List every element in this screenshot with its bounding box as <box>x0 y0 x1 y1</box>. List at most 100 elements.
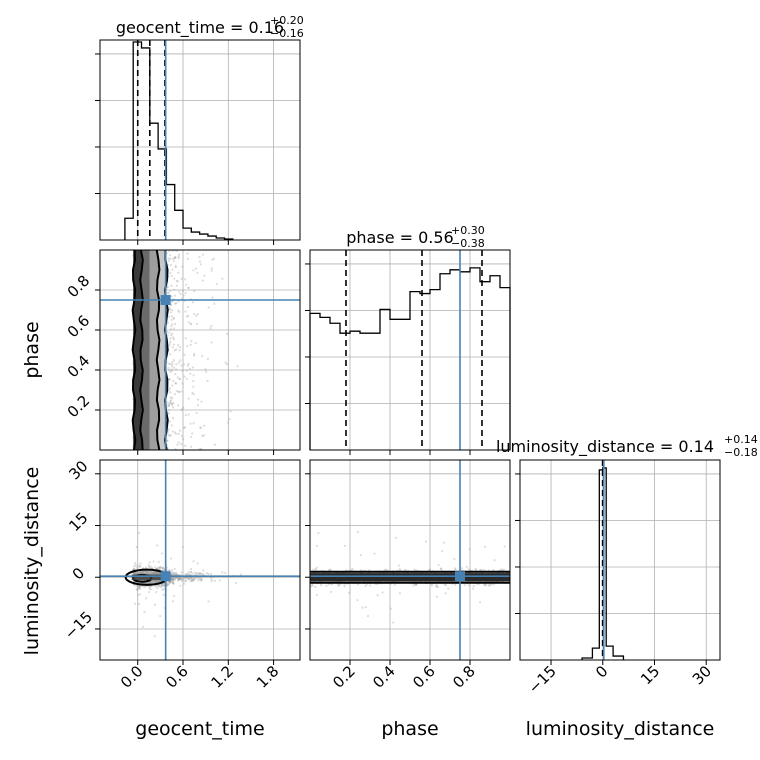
sample-point <box>199 572 202 575</box>
sample-point <box>153 571 157 575</box>
sample-point <box>187 286 190 289</box>
sample-point <box>170 368 173 371</box>
y-tick-label: 0.2 <box>64 392 94 422</box>
sample-point <box>192 352 196 355</box>
sample-point <box>170 573 173 576</box>
sample-point <box>154 572 157 575</box>
title-luminosity-distance: luminosity_distance = 0.14 <box>496 437 714 457</box>
sample-point <box>153 635 156 638</box>
sample-point <box>184 576 187 579</box>
sample-point <box>156 571 159 575</box>
sample-point <box>171 300 174 303</box>
sample-point <box>161 566 164 570</box>
sample-point <box>195 576 198 579</box>
sample-point <box>239 573 243 576</box>
sample-point <box>398 592 401 595</box>
sample-point <box>193 354 196 357</box>
sample-point <box>169 581 172 584</box>
sample-point <box>172 406 175 409</box>
contour-line <box>139 250 144 450</box>
sample-point <box>167 404 170 407</box>
sample-point <box>153 572 156 575</box>
sample-point <box>189 445 193 449</box>
sample-point <box>166 401 169 404</box>
x-tick-label: 0 <box>592 662 611 681</box>
sample-point <box>196 562 199 565</box>
sample-point <box>199 578 202 581</box>
sample-point <box>487 583 490 586</box>
sample-point <box>397 564 401 567</box>
sample-point <box>168 257 172 260</box>
sample-point <box>167 291 170 294</box>
sample-point <box>202 434 205 437</box>
sample-point <box>178 576 181 579</box>
sample-point <box>170 578 173 581</box>
panel-2d-phase-vs-geocent_time <box>100 250 300 450</box>
truth-marker <box>455 571 465 582</box>
sample-point <box>211 296 214 299</box>
sample-point <box>440 550 444 553</box>
sample-point <box>175 302 178 305</box>
density-band <box>158 250 167 450</box>
sample-point <box>141 571 144 574</box>
sample-point <box>149 565 152 568</box>
sample-point <box>161 584 164 587</box>
x-tick-label: 30 <box>689 662 715 688</box>
sample-point <box>376 594 379 597</box>
sample-point <box>167 389 170 392</box>
sample-point <box>447 587 450 590</box>
sample-point <box>483 583 486 587</box>
sample-point <box>156 580 159 583</box>
sample-point <box>413 568 416 571</box>
sample-point <box>171 576 174 580</box>
sample-point <box>159 565 162 569</box>
sample-point <box>167 369 171 372</box>
sample-point <box>148 581 151 584</box>
sample-point <box>181 265 184 268</box>
sample-point <box>170 274 173 277</box>
sample-point <box>351 567 354 570</box>
sample-point <box>501 568 504 571</box>
sample-point <box>169 399 173 402</box>
sample-point <box>177 257 180 260</box>
sample-point <box>154 571 158 574</box>
sample-point <box>207 306 210 309</box>
sample-point <box>171 268 174 271</box>
sample-point <box>170 325 173 328</box>
sample-point <box>471 587 475 590</box>
sample-point <box>170 365 173 368</box>
sample-point <box>175 571 178 574</box>
sample-point <box>159 586 162 589</box>
sample-point <box>171 384 174 387</box>
sample-point <box>190 567 193 571</box>
sample-point <box>181 407 184 411</box>
sample-point <box>187 413 190 416</box>
sample-point <box>343 544 347 547</box>
sample-point <box>175 573 178 576</box>
sample-point <box>170 424 173 427</box>
sample-point <box>182 406 185 409</box>
sample-point <box>436 585 439 589</box>
xlabel-phase: phase <box>381 718 438 740</box>
sample-point <box>173 277 176 280</box>
sample-point <box>488 584 491 587</box>
sample-point <box>201 253 205 256</box>
panel-frame <box>99 459 301 661</box>
sample-point <box>177 309 180 312</box>
sample-point <box>171 360 174 364</box>
sample-point <box>178 573 181 576</box>
sample-point <box>415 583 418 586</box>
sample-point <box>172 579 175 582</box>
sample-point <box>160 552 163 555</box>
title-geocent-time-plus: +0.20 <box>270 14 304 27</box>
sample-point <box>155 580 158 584</box>
sample-point <box>210 269 213 272</box>
sample-point <box>151 572 155 576</box>
sample-point <box>157 585 161 588</box>
sample-point <box>172 337 176 341</box>
sample-point <box>139 587 142 590</box>
sample-point <box>173 577 176 580</box>
sample-point <box>135 571 138 574</box>
sample-point <box>169 402 173 405</box>
sample-point <box>161 566 164 570</box>
